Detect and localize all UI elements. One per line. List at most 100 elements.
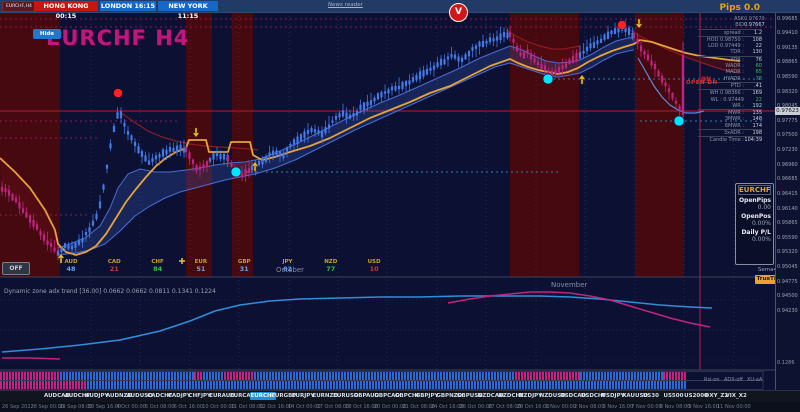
broker-logo-icon: V xyxy=(449,3,468,22)
symbol-tab-nzdcad[interactable]: NZDCAD xyxy=(477,393,504,399)
open-pos-value: 0.00% xyxy=(751,220,771,227)
buy-signal-dot xyxy=(542,73,554,85)
symbol-tab-eurcad[interactable]: EURCAD xyxy=(229,393,256,399)
symbol-tab-usdchf[interactable]: USDCHF xyxy=(580,393,607,399)
sell-signal-dot xyxy=(617,20,627,30)
session-clock-1: LONDON 16:15 xyxy=(100,1,156,11)
info-row: spread :1.2 xyxy=(698,28,762,36)
market-info-panel: ASK 0.97679 BID 0.97667 spread :1.2 HOD 0.987… xyxy=(698,16,765,144)
time-axis-label: 11 Oct 08:00 xyxy=(230,404,264,410)
symbol-tab-dxy_z2[interactable]: DXY_Z2 xyxy=(704,393,729,399)
symbol-tab-eurusd[interactable]: EURUSD xyxy=(333,393,359,399)
symbol-tab-audnzd[interactable]: AUDNZD xyxy=(105,393,133,399)
symbol-tab-vix_x2[interactable]: VIX_X2 xyxy=(725,393,747,399)
sell-signal-dot xyxy=(113,88,123,98)
symbol-tab-gbpjpy[interactable]: GBPJPY xyxy=(415,393,439,399)
trade-summary-panel: EURCHF OpenPips 0.00 OpenPos 0.00% Daily… xyxy=(735,183,774,265)
symbol-tab-us500[interactable]: US500 xyxy=(663,393,684,399)
indicator-button-2[interactable]: XU-aA xyxy=(747,377,763,383)
info-row: ASK 0.97679 xyxy=(734,16,765,22)
price-axis-label: 0.95320 xyxy=(777,249,798,256)
time-axis-label: 26 Sep 2022 xyxy=(2,404,34,410)
price-axis-label: 0.98045 xyxy=(777,103,799,109)
symbol-tabs-bar xyxy=(0,390,800,403)
symbol-tab-chfjpy[interactable]: CHFJPY xyxy=(188,393,212,399)
up-arrow-icon xyxy=(57,253,65,264)
time-axis-label: 21 Oct 08:00 xyxy=(402,404,435,410)
price-axis-label: 0.98865 xyxy=(777,59,798,66)
price-axis-label: 0.99135 xyxy=(777,44,798,51)
time-axis-label: 2 Nov 08:00 xyxy=(574,404,605,410)
symbol-tab-cadchf[interactable]: CADCHF xyxy=(147,393,173,399)
symbol-tab-gbpusd[interactable]: GBPUSD xyxy=(457,393,483,399)
indicator-label: Dynamic zone adx trend [36.00] 0.0662 0.… xyxy=(4,288,216,295)
news-reader-link[interactable]: News reader xyxy=(328,2,363,8)
sema4-label: Sema4 xyxy=(757,267,777,273)
session-band xyxy=(232,12,253,277)
open-pips-label: OpenPips xyxy=(738,197,771,204)
up-arrow-icon xyxy=(578,74,586,85)
pips-counter: Pips 0.0 xyxy=(719,3,760,13)
time-axis-label: 5 Oct 08:00 xyxy=(145,404,175,410)
price-axis-label: 0.96415 xyxy=(777,190,798,197)
symbol-tab-us30[interactable]: US30 xyxy=(642,393,659,399)
price-axis xyxy=(775,12,800,412)
info-row: 3MWR :148 xyxy=(724,116,762,123)
truetl-button[interactable]: TrueTL xyxy=(755,275,779,284)
time-axis-label: 6 Oct 16:00 xyxy=(173,404,204,410)
symbol-tab-xauusd[interactable]: XAUUSD xyxy=(622,393,648,399)
month-label-november: November xyxy=(551,281,588,289)
off-button[interactable]: OFF xyxy=(2,262,30,275)
price-axis-label: 0.96685 xyxy=(777,176,798,183)
info-row: BID 0.97667 xyxy=(735,22,765,29)
price-axis-label: 0.95590 xyxy=(777,234,798,241)
symbol-tab-audcad[interactable]: AUDCAD xyxy=(44,393,70,399)
symbol-tab-audjpy[interactable]: AUDJPY xyxy=(85,393,109,399)
info-row: HYADR :78 xyxy=(723,75,762,82)
open-down-signal: OPEN DN xyxy=(686,80,718,86)
symbol-tab-usdjpy[interactable]: USDJPY xyxy=(601,393,625,399)
symbol-tab-gbpnzd[interactable]: GBPNZD xyxy=(436,393,463,399)
daily-pl-value: 0.00% xyxy=(751,236,771,243)
buy-signal-dot xyxy=(673,115,685,127)
symbol-tab-gbpaud[interactable]: GBPAUD xyxy=(353,393,380,399)
info-row: YDR :76 xyxy=(698,55,762,63)
chart-symbol-tab[interactable]: EURCHF,H4 xyxy=(2,1,36,12)
time-axis-label: 8 Nov 08:00 xyxy=(659,404,691,410)
open-pos-label: OpenPos xyxy=(741,213,771,220)
symbol-tab-nzdusd[interactable]: NZDUSD xyxy=(539,393,566,399)
symbol-tab-euraud[interactable]: EURAUD xyxy=(209,393,235,399)
symbol-tab-usdcad[interactable]: USDCAD xyxy=(560,393,587,399)
time-axis-label: 11 Nov 00:00 xyxy=(717,404,751,410)
symbol-tab-eurchf[interactable]: EURCHF xyxy=(249,392,277,400)
info-row: WH 0.98366 :169 xyxy=(698,89,762,96)
symbol-tab-eurjpy[interactable]: EURJPY xyxy=(291,393,315,399)
symbol-tab-gbpcad[interactable]: GBPCAD xyxy=(374,393,400,399)
time-axis-label: 26 Oct 00:00 xyxy=(459,404,493,410)
price-axis-label: 0.95865 xyxy=(777,220,798,227)
time-axis-label: 18 Oct 16:00 xyxy=(345,404,378,410)
hide-button[interactable]: Hide xyxy=(33,29,61,39)
symbol-tab-gbpchf[interactable]: GBPCHF xyxy=(395,393,421,399)
symbol-tab-cadjpy[interactable]: CADJPY xyxy=(167,393,191,399)
symbol-tab-eurnzd[interactable]: EURNZD xyxy=(312,393,339,399)
price-axis-label: 0.95045 xyxy=(777,264,798,271)
symbol-tab-eurgbp[interactable]: EURGBP xyxy=(271,393,297,399)
price-axis-label: 0.99685 xyxy=(777,15,798,22)
price-axis-label: 0.94775 xyxy=(777,278,798,285)
info-row: HOD 0.98750 :108 xyxy=(698,35,762,43)
symbol-tab-nzdjpy[interactable]: NZDJPY xyxy=(518,393,543,399)
indicator-button-0[interactable]: Rsi-on xyxy=(704,377,720,383)
symbol-tab-nzdchf[interactable]: NZDCHF xyxy=(498,393,524,399)
symbol-tab-us2000[interactable]: US2000 xyxy=(684,393,708,399)
indicator-button-1[interactable]: ADX-off xyxy=(724,377,743,383)
time-axis-label: 3 Nov 16:00 xyxy=(602,404,634,410)
symbol-tab-audusd[interactable]: AUDUSD xyxy=(126,393,153,399)
info-row: LOD 0.97449 :22 xyxy=(708,43,762,50)
down-arrow-icon xyxy=(635,18,643,29)
trade-panel-symbol: EURCHF xyxy=(738,185,771,195)
symbol-tab-audchf[interactable]: AUDCHF xyxy=(64,393,91,399)
time-axis-label: 4 Oct 00:00 xyxy=(116,404,146,410)
